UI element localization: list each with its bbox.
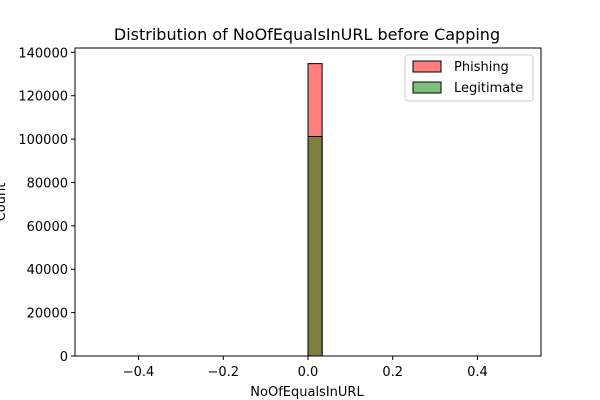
x-tick-label: −0.4 [123, 365, 155, 380]
x-axis: −0.4 −0.2 0.0 0.2 0.4 [123, 356, 488, 380]
x-axis-label: NoOfEqualsInURL [250, 385, 364, 400]
y-tick-label: 140000 [18, 46, 68, 61]
y-tick-label: 120000 [18, 90, 68, 105]
legend-label-phishing: Phishing [454, 60, 509, 75]
legend: Phishing Legitimate [404, 54, 534, 102]
y-tick-label: 80000 [27, 176, 68, 191]
y-tick-label: 100000 [18, 133, 68, 148]
x-tick-label: 0.2 [382, 365, 403, 380]
y-tick-label: 60000 [27, 220, 68, 235]
y-axis: 0 20000 40000 60000 80000 100000 120000 140000 [18, 46, 75, 365]
y-tick-label: 20000 [27, 307, 68, 322]
y-axis-label: Count [0, 183, 9, 222]
x-tick-label: −0.2 [207, 365, 239, 380]
y-tick-label: 0 [60, 350, 68, 365]
x-tick-label: 0.0 [298, 365, 319, 380]
legend-label-legitimate: Legitimate [454, 81, 523, 96]
bars [307, 63, 323, 357]
legend-swatch-legitimate [412, 81, 442, 94]
x-tick-label: 0.4 [467, 365, 488, 380]
chart-title: Distribution of NoOfEqualsInURL before C… [114, 25, 500, 44]
plot-frame [74, 47, 542, 357]
bar-legitimate-bin-15 [307, 135, 323, 357]
legend-swatch-phishing [412, 60, 442, 73]
y-tick-label: 40000 [27, 263, 68, 278]
